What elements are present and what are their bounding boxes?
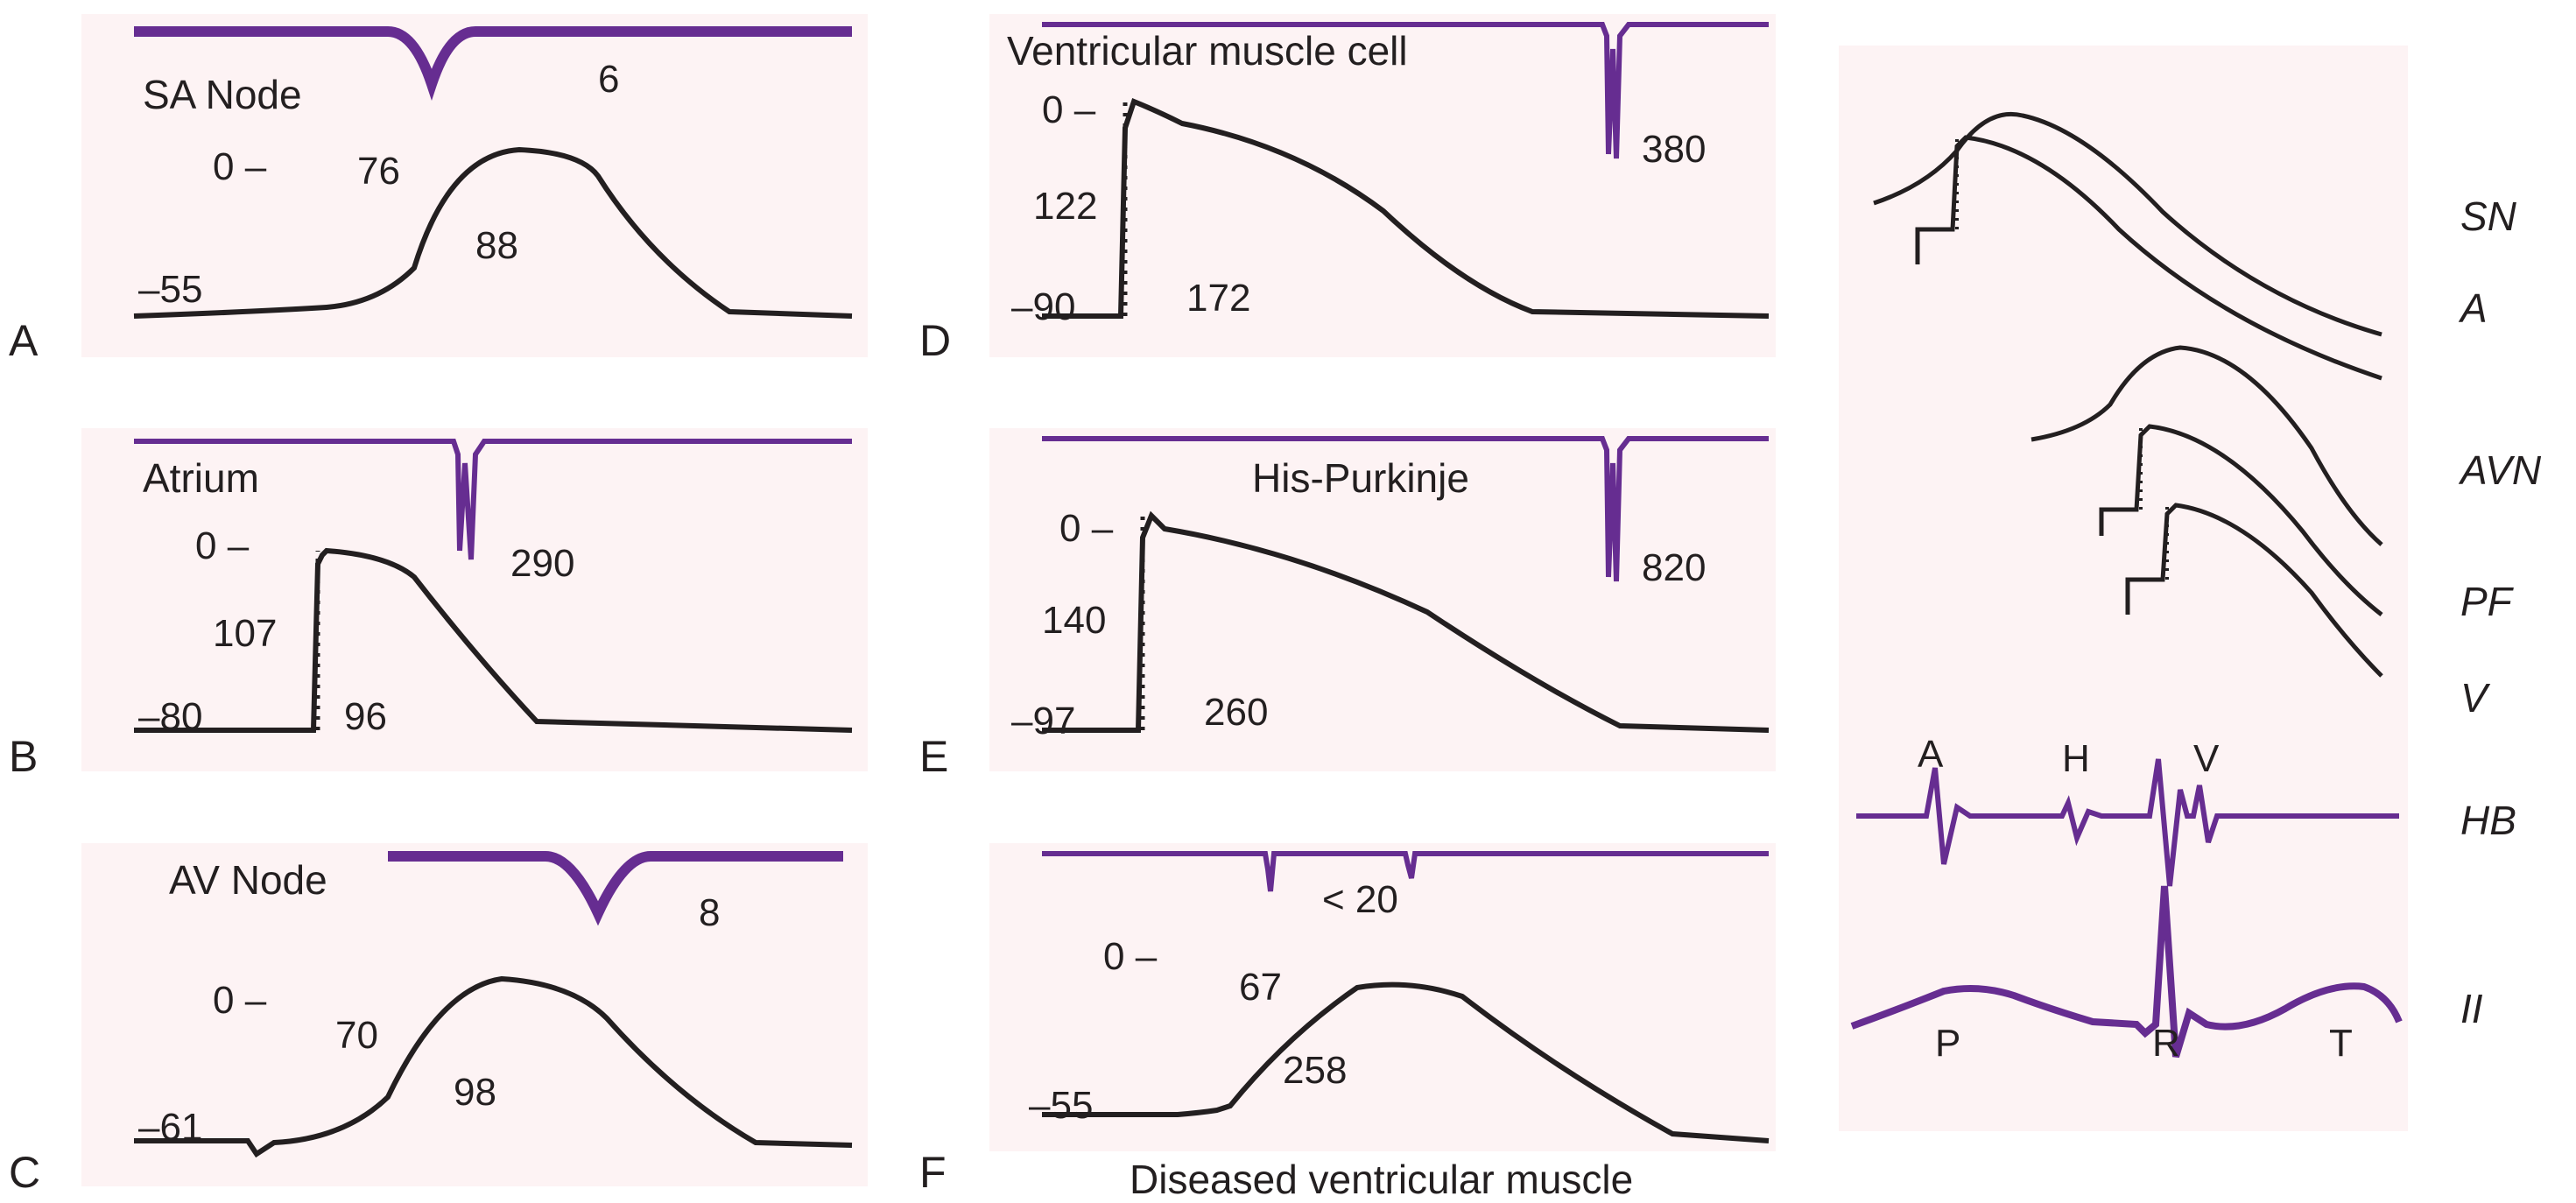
- right-a-trace: [1918, 137, 2382, 378]
- panel-f: 0 – –55 67 258 < 20: [989, 843, 1776, 1151]
- panel-c-vmax: 8: [699, 891, 720, 935]
- panel-f-apd: 258: [1283, 1049, 1347, 1093]
- panel-f-resting: –55: [1029, 1084, 1093, 1128]
- panel-b-letter: B: [9, 731, 38, 782]
- right-hb-trace: [1856, 759, 2399, 886]
- right-hb-ann-h: H: [2062, 737, 2090, 781]
- panel-d-upstroke: 122: [1033, 185, 1097, 229]
- panel-d-apd: 172: [1186, 277, 1250, 320]
- right-label-v: V: [2460, 674, 2488, 721]
- panel-e-tissue: His-Purkinje: [1252, 454, 1469, 502]
- right-sn-trace: [1874, 114, 2382, 334]
- panel-b: Atrium 0 – –80 107 96 290: [81, 428, 868, 771]
- panel-a-zero: 0 –: [213, 145, 266, 189]
- panel-d-letter: D: [919, 315, 951, 366]
- panel-d-vmax: 380: [1642, 128, 1706, 172]
- right-label-sn: SN: [2460, 193, 2516, 240]
- panel-b-tissue: Atrium: [143, 454, 259, 502]
- panel-f-purple-trace: [1042, 854, 1769, 891]
- panel-e-resting: –97: [1011, 700, 1075, 743]
- panel-a: SA Node 0 – –55 76 88 6: [81, 14, 868, 357]
- panel-b-apd: 96: [344, 695, 387, 739]
- panel-f-upstroke: 67: [1239, 966, 1282, 1010]
- panel-d-tissue: Ventricular muscle cell: [1007, 27, 1408, 74]
- right-ii-trace: [1852, 886, 2399, 1057]
- right-pf-trace: [2101, 426, 2382, 615]
- right-hb-ann-v: V: [2193, 737, 2219, 781]
- panel-f-vmax: < 20: [1322, 878, 1398, 922]
- right-label-pf: PF: [2460, 578, 2512, 625]
- panel-d: Ventricular muscle cell 0 – –90 122 172 …: [989, 14, 1776, 357]
- right-v-trace: [2128, 505, 2382, 676]
- right-label-a: A: [2460, 285, 2488, 332]
- right-label-avn: AVN: [2460, 447, 2541, 494]
- panel-a-vmax: 6: [598, 58, 619, 102]
- panel-a-resting: –55: [138, 268, 202, 312]
- panel-c-resting: –61: [138, 1106, 202, 1150]
- panel-c-zero: 0 –: [213, 979, 266, 1023]
- panel-d-zero: 0 –: [1042, 88, 1095, 132]
- panel-b-vmax: 290: [510, 542, 574, 586]
- panel-a-upstroke: 76: [357, 150, 400, 193]
- panel-c-letter: C: [9, 1147, 40, 1198]
- right-label-ii: II: [2460, 985, 2483, 1032]
- panel-e-apd: 260: [1204, 691, 1268, 735]
- panel-f-tissue: Diseased ventricular muscle: [1130, 1156, 1633, 1203]
- panel-b-resting: –80: [138, 695, 202, 739]
- right-ii-ann-t: T: [2329, 1022, 2353, 1066]
- panel-e-vmax: 820: [1642, 546, 1706, 590]
- panel-b-zero: 0 –: [195, 524, 249, 568]
- right-label-hb: HB: [2460, 797, 2516, 844]
- panel-f-black-trace: [1042, 985, 1769, 1141]
- right-panel-svg: [1839, 46, 2408, 1131]
- panel-a-apd: 88: [475, 224, 518, 268]
- panel-a-tissue: SA Node: [143, 71, 302, 118]
- panel-c-upstroke: 70: [335, 1014, 378, 1058]
- panel-e-zero: 0 –: [1059, 507, 1113, 551]
- panel-c-apd: 98: [454, 1071, 496, 1115]
- panel-f-letter: F: [919, 1147, 947, 1198]
- panel-f-zero: 0 –: [1103, 935, 1157, 979]
- panel-c: AV Node 0 – –61 70 98 8: [81, 843, 868, 1186]
- panel-e: His-Purkinje 0 – –97 140 260 820: [989, 428, 1776, 771]
- panel-c-purple-trace: [388, 856, 843, 913]
- panel-c-tissue: AV Node: [169, 856, 327, 904]
- panel-d-resting: –90: [1011, 285, 1075, 329]
- panel-a-letter: A: [9, 315, 38, 366]
- panel-e-upstroke: 140: [1042, 599, 1106, 643]
- right-ii-ann-p: P: [1935, 1022, 1960, 1066]
- right-ii-ann-r: R: [2152, 1022, 2180, 1066]
- panel-b-upstroke: 107: [213, 612, 277, 656]
- right-hb-ann-a: A: [1918, 733, 1943, 777]
- right-panel: A H V P R T: [1839, 46, 2408, 1131]
- panel-e-letter: E: [919, 731, 948, 782]
